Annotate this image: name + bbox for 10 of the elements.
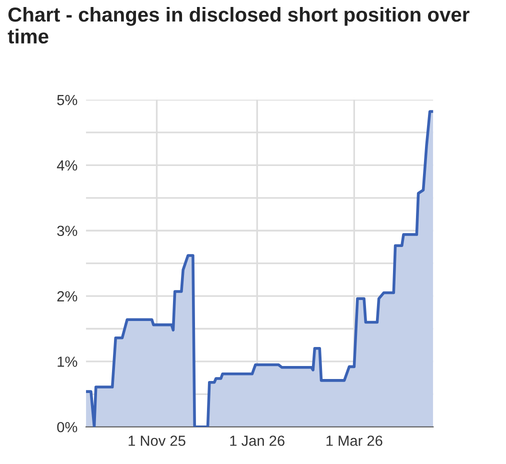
y-tick-label: 5% (57, 94, 78, 106)
y-tick-label: 3% (57, 226, 78, 236)
y-tick-label: 0% (57, 422, 78, 432)
y-tick-label: 2% (57, 291, 78, 302)
y-tick-label: 4% (56, 160, 78, 171)
x-tick-label: 1 Jan 26 (230, 436, 284, 446)
x-tick-label: 1 Nov 25 (128, 436, 186, 446)
chart-title: Chart - changes in disclosed short position over time (8, 6, 470, 44)
x-tick-label: 1 Mar 26 (326, 436, 382, 446)
y-tick-label: 1% (58, 356, 78, 367)
